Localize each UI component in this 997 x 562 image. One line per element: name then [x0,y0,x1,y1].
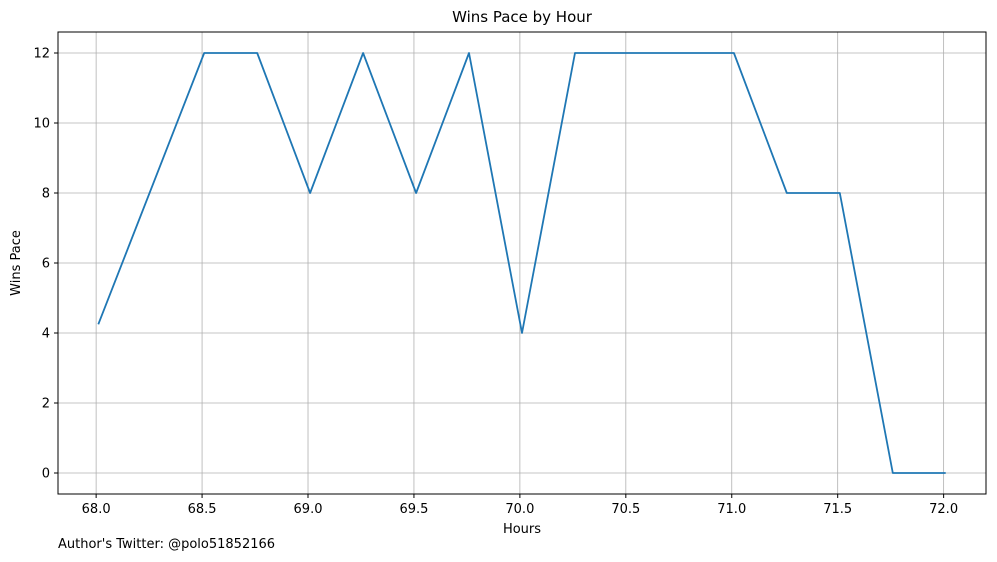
y-tick-label: 4 [42,327,50,342]
x-tick-label: 71.0 [717,502,746,517]
x-ticks: 68.0 68.5 69.0 69.5 70.0 70.5 71.0 71.5 72.0 [82,494,958,517]
x-tick-label: 68.0 [82,502,111,517]
series-line-group [97,52,946,474]
grid-lines [58,32,986,494]
x-tick-label: 71.5 [823,502,852,517]
x-tick-label: 70.5 [611,502,640,517]
y-tick-label: 2 [42,397,50,412]
author-credit: Author's Twitter: @polo51852166 [58,537,276,552]
x-tick-label: 69.0 [294,502,323,517]
x-tick-label: 70.0 [505,502,534,517]
y-ticks: 0 2 4 6 8 10 12 [33,47,58,482]
x-tick-label: 72.0 [929,502,958,517]
y-tick-label: 12 [33,47,50,62]
x-tick-label: 69.5 [399,502,428,517]
chart-title: Wins Pace by Hour [452,8,593,26]
y-tick-label: 10 [33,117,50,132]
x-axis-label: Hours [503,522,541,537]
y-tick-label: 0 [42,467,50,482]
y-tick-label: 6 [42,257,50,272]
y-tick-label: 8 [42,187,50,202]
y-axis-label: Wins Pace [9,230,24,296]
x-tick-label: 68.5 [188,502,217,517]
series-line [97,52,946,474]
